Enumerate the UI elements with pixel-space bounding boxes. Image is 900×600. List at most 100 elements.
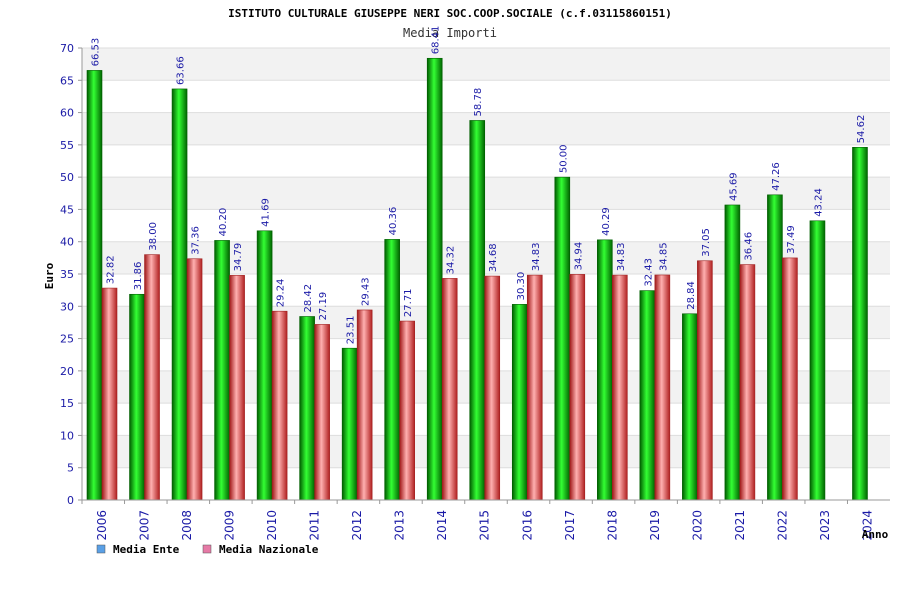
data-label: 45.69 bbox=[728, 172, 739, 201]
y-tick-label: 10 bbox=[60, 429, 74, 442]
legend-swatch-media-nazionale bbox=[202, 544, 212, 554]
bar-media-nazionale bbox=[356, 309, 373, 501]
x-axis-label: Anno bbox=[862, 528, 889, 541]
data-label: 28.84 bbox=[686, 281, 697, 310]
bar-media-nazionale bbox=[782, 257, 798, 501]
data-label: 66.53 bbox=[91, 38, 102, 67]
data-label: 43.24 bbox=[813, 188, 824, 217]
bar-media-ente bbox=[511, 304, 528, 501]
bar-media-nazionale bbox=[144, 254, 160, 501]
legend-swatch-media-ente bbox=[96, 544, 106, 554]
y-tick-label: 40 bbox=[60, 236, 74, 249]
x-tick-label: 2018 bbox=[605, 510, 619, 541]
data-label: 28.42 bbox=[303, 284, 314, 313]
x-tick-label: 2007 bbox=[138, 510, 152, 541]
x-tick-label: 2020 bbox=[690, 510, 704, 541]
x-tick-label: 2024 bbox=[860, 510, 874, 541]
data-label: 40.20 bbox=[218, 208, 229, 237]
bar-media-ente bbox=[384, 239, 400, 501]
bar-media-ente bbox=[256, 230, 273, 501]
data-label: 34.83 bbox=[616, 242, 627, 271]
x-tick-label: 2009 bbox=[223, 510, 237, 541]
data-label: 29.24 bbox=[276, 279, 287, 308]
y-tick-label: 30 bbox=[60, 300, 74, 313]
data-label: 27.71 bbox=[403, 288, 414, 317]
x-tick-label: 2013 bbox=[393, 510, 407, 541]
y-tick-label: 0 bbox=[67, 494, 74, 507]
data-label: 34.79 bbox=[233, 243, 244, 272]
grid-band bbox=[82, 209, 890, 242]
x-tick-label: 2021 bbox=[733, 510, 747, 541]
data-label: 36.46 bbox=[743, 232, 754, 261]
bar-media-nazionale bbox=[399, 320, 415, 501]
data-label: 63.66 bbox=[176, 56, 187, 85]
y-tick-label: 45 bbox=[60, 203, 74, 216]
x-tick-label: 2012 bbox=[350, 510, 364, 541]
data-label: 68.41 bbox=[431, 26, 442, 55]
y-tick-label: 65 bbox=[60, 74, 74, 87]
bar-media-ente bbox=[809, 220, 826, 501]
y-tick-label: 20 bbox=[60, 365, 74, 378]
data-label: 41.69 bbox=[261, 198, 272, 227]
y-tick-label: 70 bbox=[60, 42, 74, 55]
data-label: 47.26 bbox=[771, 162, 782, 191]
bar-media-ente bbox=[299, 316, 315, 501]
data-label: 40.36 bbox=[388, 207, 399, 236]
bar-media-nazionale bbox=[654, 274, 671, 501]
x-tick-label: 2014 bbox=[435, 510, 449, 541]
bar-media-ente bbox=[426, 57, 443, 501]
data-label: 32.82 bbox=[106, 255, 117, 284]
bar-media-nazionale bbox=[271, 310, 288, 501]
data-label: 37.49 bbox=[786, 225, 797, 254]
bar-media-nazionale bbox=[314, 324, 330, 501]
data-label: 34.94 bbox=[573, 242, 584, 271]
data-label: 34.85 bbox=[658, 242, 669, 271]
x-tick-label: 2008 bbox=[180, 510, 194, 541]
bar-media-ente bbox=[554, 176, 571, 501]
data-label: 37.05 bbox=[701, 228, 712, 257]
y-tick-label: 5 bbox=[67, 462, 74, 475]
bar-media-nazionale bbox=[101, 287, 118, 501]
legend-label-media-ente: Media Ente bbox=[113, 543, 180, 556]
data-label: 30.30 bbox=[516, 272, 527, 301]
bar-media-nazionale bbox=[441, 278, 458, 501]
x-tick-label: 2022 bbox=[775, 510, 789, 541]
bar-media-ente bbox=[639, 290, 656, 501]
data-label: 38.00 bbox=[148, 222, 159, 251]
data-label: 58.78 bbox=[473, 88, 484, 117]
bar-media-nazionale bbox=[186, 258, 203, 501]
x-tick-label: 2015 bbox=[478, 510, 492, 541]
data-label: 27.19 bbox=[318, 292, 329, 321]
bar-media-nazionale bbox=[484, 275, 501, 501]
x-tick-label: 2016 bbox=[520, 510, 534, 541]
data-label: 34.32 bbox=[446, 246, 457, 275]
x-axis-ticks: 2006 2007 2008 2009 2010 2011 2012 2013 2014 2015… bbox=[81, 500, 874, 541]
bar-media-ente bbox=[682, 313, 698, 501]
x-tick-label: 2006 bbox=[95, 510, 109, 541]
data-labels: 66.53 31.86 63.66 40.20 41.69 28.42 23.51 40.36… bbox=[91, 26, 867, 345]
bar-media-nazionale bbox=[526, 274, 543, 501]
data-label: 31.86 bbox=[133, 262, 144, 291]
y-tick-label: 50 bbox=[60, 171, 74, 184]
legend-label-media-nazionale: Media Nazionale bbox=[219, 543, 319, 556]
y-tick-label: 25 bbox=[60, 333, 74, 346]
data-label: 40.29 bbox=[601, 207, 612, 236]
bar-media-ente bbox=[469, 120, 486, 501]
y-tick-label: 55 bbox=[60, 139, 74, 152]
bar-media-ente bbox=[86, 70, 103, 501]
bar-media-ente bbox=[171, 88, 188, 501]
x-tick-label: 2023 bbox=[818, 510, 832, 541]
bar-media-nazionale bbox=[229, 275, 245, 501]
x-tick-label: 2010 bbox=[265, 510, 279, 541]
data-label: 23.51 bbox=[346, 316, 357, 345]
axes bbox=[81, 48, 890, 501]
y-tick-label: 35 bbox=[60, 268, 74, 281]
grid-band bbox=[82, 177, 890, 210]
data-label: 32.43 bbox=[643, 258, 654, 287]
bar-media-nazionale bbox=[612, 274, 628, 501]
bar-media-ente bbox=[724, 204, 741, 501]
legend: Media Ente Media Nazionale bbox=[96, 543, 319, 556]
grid-band bbox=[82, 80, 890, 113]
x-tick-label: 2019 bbox=[648, 510, 662, 541]
data-label: 50.00 bbox=[558, 145, 569, 174]
